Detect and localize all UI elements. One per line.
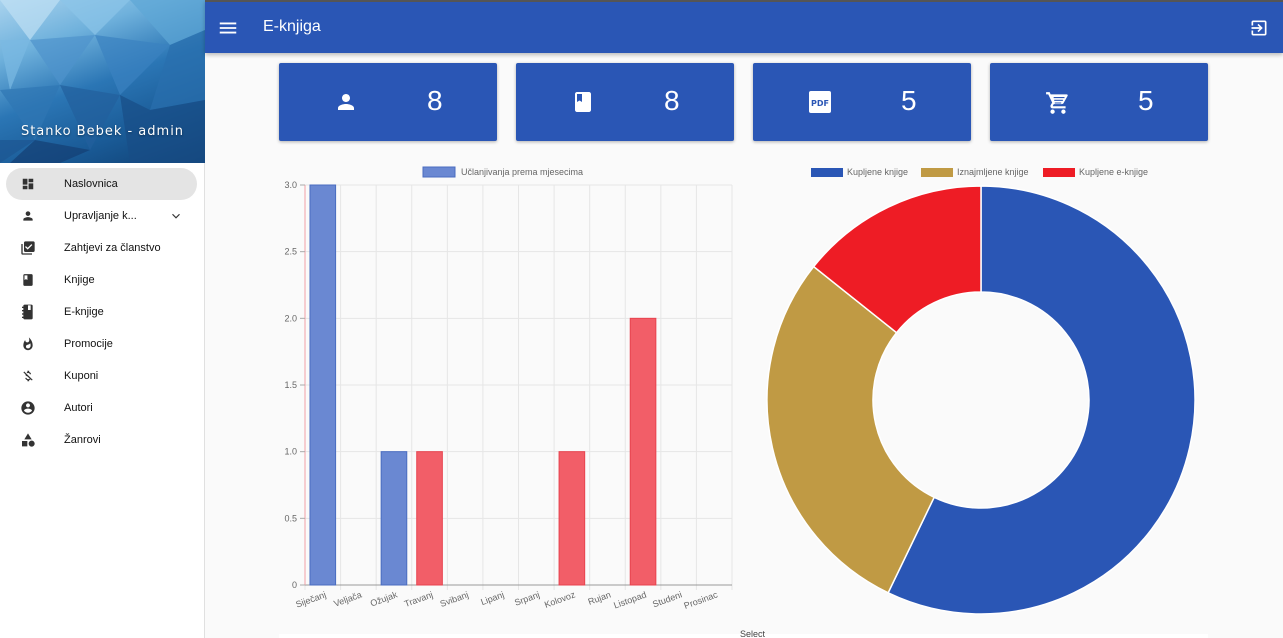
stat-value: 8 [427, 85, 443, 116]
select-label[interactable]: Select [740, 629, 766, 638]
sidebar-item-label: E-knjige [64, 306, 104, 318]
donut-slice-1[interactable] [887, 185, 1196, 615]
polygon-background [0, 0, 205, 163]
sidebar-item-label: Promocije [64, 338, 113, 350]
sidebar-user-name: Stanko Bebek - admin [20, 124, 185, 139]
person-icon [334, 90, 358, 114]
sidebar-item-autori[interactable]: Autori [6, 392, 197, 424]
stat-card-ebooks: PDF 5 [753, 63, 971, 141]
x-tick-label: Ožujak [369, 589, 399, 608]
bar-chart-grid [304, 184, 733, 590]
x-tick-label: Siječanj [294, 589, 327, 609]
books-donut-chart: Kupljene knjige Iznajmljene knjige Kupljen… [766, 167, 1196, 615]
legend-label: Iznajmljene knjige [957, 167, 1029, 177]
y-tick-label: 2.5 [284, 247, 297, 257]
select-container [279, 634, 1208, 638]
sidebar-item-label: Kuponi [64, 370, 99, 382]
y-tick-label: 1.0 [284, 447, 297, 457]
sidebar-item-label: Naslovnica [64, 178, 118, 190]
donut-chart-legend: Kupljene knjige Iznajmljene knjige Kupljen… [811, 167, 1148, 177]
sidebar-item-knjige[interactable]: Knjige [6, 264, 197, 296]
y-tick-label: 2.0 [284, 313, 297, 323]
legend-swatch [422, 166, 456, 178]
x-axis-ticks: Siječanj Veljača Ožujak Travanj Svibanj Lipan… [294, 589, 719, 611]
donut-slices [766, 185, 1196, 615]
stat-card-books: 8 [516, 63, 734, 141]
ebook-icon [20, 304, 36, 320]
sidebar-item-label: Knjige [64, 274, 95, 286]
x-tick-label: Prosinac [683, 589, 720, 611]
category-icon [20, 432, 36, 448]
membership-bar-chart: Učlanjivanja prema mjesecima 0 0.5 1.0 1.5 2… [284, 166, 733, 611]
book-icon [20, 272, 36, 288]
bar-chart-legend: Učlanjivanja prema mjesecima [422, 166, 583, 178]
x-tick-label: Srpanj [513, 589, 541, 607]
sidebar-item-label: Žanrovi [64, 434, 101, 446]
bar-10[interactable] [629, 317, 657, 586]
x-tick-label: Lipanj [479, 589, 505, 607]
sidebar-item-upravljanje[interactable]: Upravljanje k... [6, 200, 197, 232]
stat-value: 5 [901, 85, 917, 116]
account-circle-icon [20, 400, 36, 416]
sidebar-item-label: Upravljanje k... [64, 210, 137, 222]
legend-swatch [921, 168, 953, 177]
checklist-icon [20, 240, 36, 256]
y-tick-label: 0.5 [284, 513, 297, 523]
sidebar-item-label: Autori [64, 402, 93, 414]
fire-icon [20, 336, 36, 352]
stat-card-members: 8 [279, 63, 497, 141]
legend-label: Učlanjivanja prema mjesecima [461, 167, 583, 177]
x-tick-label: Veljača [332, 589, 363, 608]
y-tick-label: 3.0 [284, 180, 297, 190]
y-axis-ticks: 0 0.5 1.0 1.5 2.0 2.5 3.0 [284, 180, 305, 590]
legend-label: Kupljene knjige [847, 167, 908, 177]
donut-slice-2[interactable] [766, 265, 936, 594]
logout-icon[interactable] [1249, 18, 1269, 38]
menu-icon[interactable] [217, 17, 239, 39]
stat-card-purchases: 5 [990, 63, 1208, 141]
x-tick-label: Travanj [403, 589, 434, 609]
book-icon [571, 90, 595, 114]
x-tick-label: Studeni [651, 589, 683, 609]
bar-series [309, 184, 657, 586]
person-icon [20, 208, 36, 224]
legend-swatch [1043, 168, 1075, 177]
y-tick-label: 1.5 [284, 380, 297, 390]
chevron-down-icon[interactable] [169, 209, 183, 223]
cart-icon [1045, 90, 1069, 114]
sidebar-header: Stanko Bebek - admin [0, 0, 205, 163]
bar-3[interactable] [380, 451, 408, 586]
donut-slice-3[interactable] [812, 185, 982, 334]
dashboard-icon [20, 176, 36, 192]
bar-1[interactable] [309, 184, 337, 586]
stat-value: 8 [664, 85, 680, 116]
sidebar-item-naslovnica[interactable]: Naslovnica [6, 168, 197, 200]
sidebar-item-zanrovi[interactable]: Žanrovi [6, 424, 197, 456]
sidebar-nav: Naslovnica Upravljanje k... Zahtjevi za … [0, 163, 204, 456]
pdf-icon: PDF [808, 90, 832, 114]
x-tick-label: Svibanj [439, 589, 470, 608]
stat-value: 5 [1138, 85, 1154, 116]
y-tick-label: 0 [292, 580, 297, 590]
legend-swatch [811, 168, 843, 177]
sidebar-item-e-knjige[interactable]: E-knjige [6, 296, 197, 328]
sidebar: Stanko Bebek - admin Naslovnica Upravlja… [0, 0, 205, 638]
sidebar-item-promocije[interactable]: Promocije [6, 328, 197, 360]
money-off-icon [20, 368, 36, 384]
legend-label: Kupljene e-knjige [1079, 167, 1148, 177]
x-tick-label: Listopad [612, 589, 647, 610]
app-title: E-knjiga [263, 18, 321, 35]
x-tick-label: Kolovoz [543, 589, 577, 610]
svg-text:PDF: PDF [811, 99, 829, 108]
sidebar-item-kuponi[interactable]: Kuponi [6, 360, 197, 392]
bar-8[interactable] [558, 451, 586, 586]
sidebar-item-label: Zahtjevi za članstvo [64, 242, 161, 254]
bar-4[interactable] [416, 451, 443, 586]
x-tick-label: Rujan [587, 589, 613, 606]
top-app-bar: E-knjiga [205, 0, 1283, 53]
sidebar-item-zahtjevi[interactable]: Zahtjevi za članstvo [6, 232, 197, 264]
